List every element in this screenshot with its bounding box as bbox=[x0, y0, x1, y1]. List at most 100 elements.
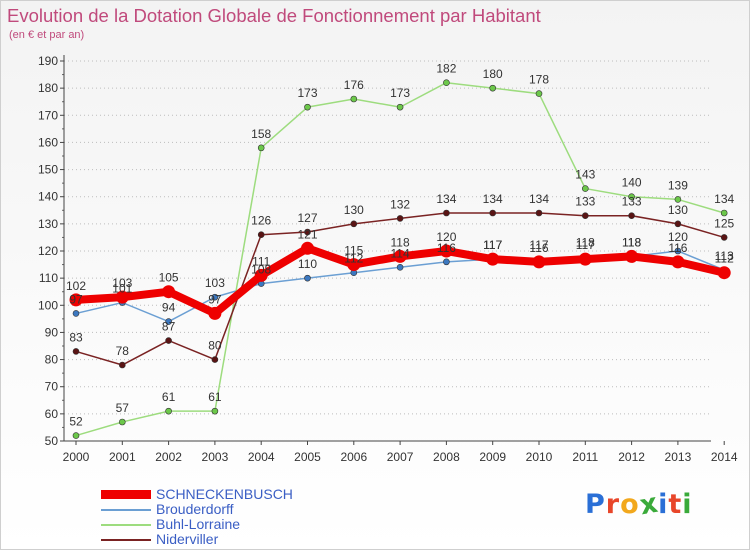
data-label: 127 bbox=[297, 211, 317, 225]
y-tick-label: 160 bbox=[38, 135, 58, 149]
data-label: 134 bbox=[529, 192, 549, 206]
y-tick-label: 140 bbox=[38, 190, 58, 204]
legend-item: Niderviller bbox=[101, 531, 341, 547]
x-tick-label: 2004 bbox=[248, 450, 275, 464]
chart-legend: SCHNECKENBUSCH Brouderdorff Buhl-Lorraine N… bbox=[101, 486, 341, 547]
series-point-buhl-lorraine bbox=[581, 185, 589, 192]
series-point-niderviller bbox=[535, 209, 543, 217]
data-label: 173 bbox=[297, 86, 317, 100]
y-tick-label: 100 bbox=[38, 298, 58, 312]
series-point-buhl-lorraine bbox=[489, 84, 497, 92]
legend-swatch bbox=[101, 509, 151, 511]
series-point-schneckenbusch bbox=[347, 258, 361, 272]
x-tick-label: 2002 bbox=[155, 450, 182, 464]
x-tick-label: 2012 bbox=[618, 450, 645, 464]
x-tick-label: 2010 bbox=[526, 450, 553, 464]
legend-item: SCHNECKENBUSCH bbox=[101, 486, 341, 502]
y-tick-label: 150 bbox=[38, 163, 58, 177]
data-label: 143 bbox=[575, 168, 595, 182]
series-point-schneckenbusch bbox=[717, 266, 731, 280]
data-label: 118 bbox=[391, 235, 410, 249]
series-point-buhl-lorraine bbox=[304, 103, 311, 111]
data-label: 87 bbox=[162, 320, 176, 334]
series-point-schneckenbusch bbox=[625, 249, 639, 263]
data-label: 61 bbox=[162, 390, 176, 404]
y-tick-label: 50 bbox=[45, 434, 59, 448]
series-point-schneckenbusch bbox=[162, 285, 176, 299]
data-label: 116 bbox=[529, 241, 548, 255]
data-label: 80 bbox=[208, 339, 222, 353]
grid-layer bbox=[64, 60, 711, 442]
logo-letter: o bbox=[620, 489, 640, 520]
series-point-niderviller bbox=[489, 209, 497, 217]
data-label: 125 bbox=[714, 216, 734, 230]
proxiti-logo: Proxiti bbox=[585, 488, 693, 522]
y-tick-label: 60 bbox=[45, 407, 59, 421]
series-point-niderviller bbox=[674, 220, 682, 228]
series-point-schneckenbusch bbox=[301, 241, 314, 255]
data-label: 103 bbox=[205, 276, 225, 290]
data-label: 178 bbox=[529, 73, 549, 87]
series-point-buhl-lorraine bbox=[535, 90, 543, 97]
series-point-schneckenbusch bbox=[671, 255, 685, 269]
data-label: 133 bbox=[575, 195, 595, 209]
data-label: 110 bbox=[298, 257, 317, 271]
x-tick-label: 2000 bbox=[63, 450, 90, 464]
series-point-buhl-lorraine bbox=[628, 193, 635, 201]
legend-swatch bbox=[101, 524, 151, 526]
legend-label: Buhl-Lorraine bbox=[156, 516, 241, 532]
data-label: 114 bbox=[391, 246, 410, 260]
series-point-niderviller bbox=[304, 228, 311, 236]
logo-letter: i bbox=[658, 489, 669, 520]
data-label: 126 bbox=[251, 214, 271, 228]
series-point-brouderdorff bbox=[165, 318, 172, 325]
series-point-niderviller bbox=[211, 356, 219, 363]
y-tick-label: 170 bbox=[38, 108, 58, 122]
data-label: 83 bbox=[69, 330, 83, 344]
series-point-schneckenbusch bbox=[439, 244, 453, 258]
legend-label: SCHNECKENBUSCH bbox=[156, 486, 293, 502]
series-point-brouderdorff bbox=[211, 293, 219, 301]
data-label: 103 bbox=[112, 276, 132, 290]
series-point-niderviller bbox=[165, 337, 172, 344]
data-label: 113 bbox=[715, 249, 734, 263]
series-point-buhl-lorraine bbox=[211, 407, 219, 415]
series-point-buhl-lorraine bbox=[257, 144, 265, 152]
data-label: 97 bbox=[69, 292, 83, 306]
series-point-schneckenbusch bbox=[69, 293, 83, 307]
logo-letter: r bbox=[605, 489, 621, 520]
data-label: 132 bbox=[390, 197, 410, 211]
series-point-niderviller bbox=[443, 209, 450, 217]
y-tick-label: 120 bbox=[38, 244, 58, 258]
series-point-buhl-lorraine bbox=[119, 418, 126, 426]
data-label: 102 bbox=[66, 279, 86, 293]
x-tick-label: 2011 bbox=[572, 450, 598, 464]
data-label: 176 bbox=[344, 78, 364, 92]
series-point-buhl-lorraine bbox=[350, 95, 358, 103]
data-label: 133 bbox=[622, 195, 642, 209]
x-tick-label: 2008 bbox=[433, 450, 460, 464]
series-point-schneckenbusch bbox=[393, 249, 407, 263]
series-point-niderviller bbox=[350, 220, 358, 228]
y-tick-label: 180 bbox=[38, 81, 58, 95]
series-point-niderviller bbox=[628, 212, 635, 220]
data-label: 134 bbox=[483, 192, 503, 206]
series-point-schneckenbusch bbox=[486, 252, 500, 266]
data-label: 134 bbox=[714, 192, 734, 206]
legend-swatch bbox=[101, 539, 151, 541]
x-tick-label: 2013 bbox=[665, 450, 692, 464]
y-tick-label: 130 bbox=[38, 217, 58, 231]
series-point-niderviller bbox=[720, 234, 728, 241]
data-label: 118 bbox=[622, 235, 641, 249]
y-tick-label: 70 bbox=[45, 380, 59, 394]
data-label: 117 bbox=[529, 238, 548, 252]
series-point-schneckenbusch bbox=[254, 268, 268, 282]
data-label: 97 bbox=[208, 292, 222, 306]
x-tick-label: 2003 bbox=[202, 450, 229, 464]
series-point-schneckenbusch bbox=[532, 255, 546, 269]
series-point-niderviller bbox=[119, 361, 126, 369]
legend-item: Brouderdorff bbox=[101, 501, 341, 517]
data-label: 118 bbox=[622, 235, 641, 249]
data-label: 121 bbox=[297, 227, 317, 241]
